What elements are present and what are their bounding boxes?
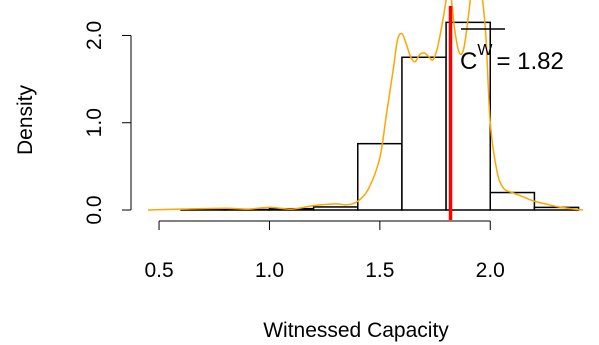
x-ticks: 0.5 1.0 1.5 2.0 (144, 221, 505, 282)
histogram-bar (357, 142, 403, 211)
y-tick-label: 1.0 (83, 108, 106, 137)
histogram-bar (401, 56, 447, 211)
x-tick-label: 2.0 (476, 259, 505, 282)
capacity-annotation: CW = 1.82 (460, 42, 564, 75)
x-tick-label: 1.0 (255, 259, 284, 282)
histogram-bar (533, 206, 580, 211)
x-axis-title: Witnessed Capacity (263, 319, 449, 342)
density-curve-layer (147, 0, 584, 211)
x-axis: 0.5 1.0 1.5 2.0 (144, 220, 505, 282)
histogram-bar (312, 206, 359, 211)
y-axis-title: Density (14, 84, 37, 155)
y-axis: 0.0 1.0 2.0 (83, 21, 132, 225)
annotation-value: = 1.82 (496, 48, 563, 75)
x-tick-label: 1.5 (365, 259, 394, 282)
y-ticks: 0.0 1.0 2.0 (83, 21, 131, 225)
density-curve (147, 0, 584, 211)
y-tick-label: 0.0 (83, 195, 106, 224)
y-tick-label: 2.0 (83, 21, 106, 50)
histogram-bars (180, 21, 580, 211)
annotation-superscript: W (477, 42, 493, 59)
histogram-bar (445, 21, 492, 211)
x-tick-label: 0.5 (144, 259, 173, 282)
annotation-base: C (460, 48, 477, 75)
histogram-bar (489, 191, 536, 211)
